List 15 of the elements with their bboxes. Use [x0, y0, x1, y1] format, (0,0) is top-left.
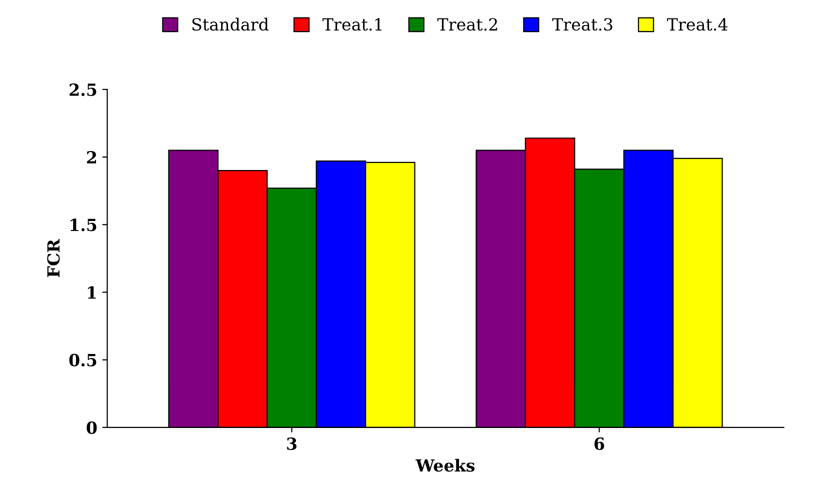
y-tick-label: 1.5	[70, 218, 96, 232]
legend-label: Treat.3	[552, 18, 612, 31]
y-axis-title: FCR	[47, 238, 60, 278]
y-tick-label: 2.5	[70, 83, 96, 96]
legend-label: Standard	[192, 18, 269, 31]
y-tick-label: 0	[86, 421, 97, 434]
legend-label: Treat.1	[322, 18, 382, 31]
y-tick-label: 1	[88, 286, 96, 299]
x-axis-title: Weeks	[416, 458, 475, 472]
x-tick-label: 3	[287, 437, 296, 450]
legend-label: Treat.2	[437, 18, 498, 31]
y-tick-label: 2	[87, 151, 96, 164]
x-tick-label: 6	[594, 437, 604, 450]
y-tick-label: 0.5	[69, 354, 96, 366]
legend-label: Treat.4	[666, 18, 728, 31]
